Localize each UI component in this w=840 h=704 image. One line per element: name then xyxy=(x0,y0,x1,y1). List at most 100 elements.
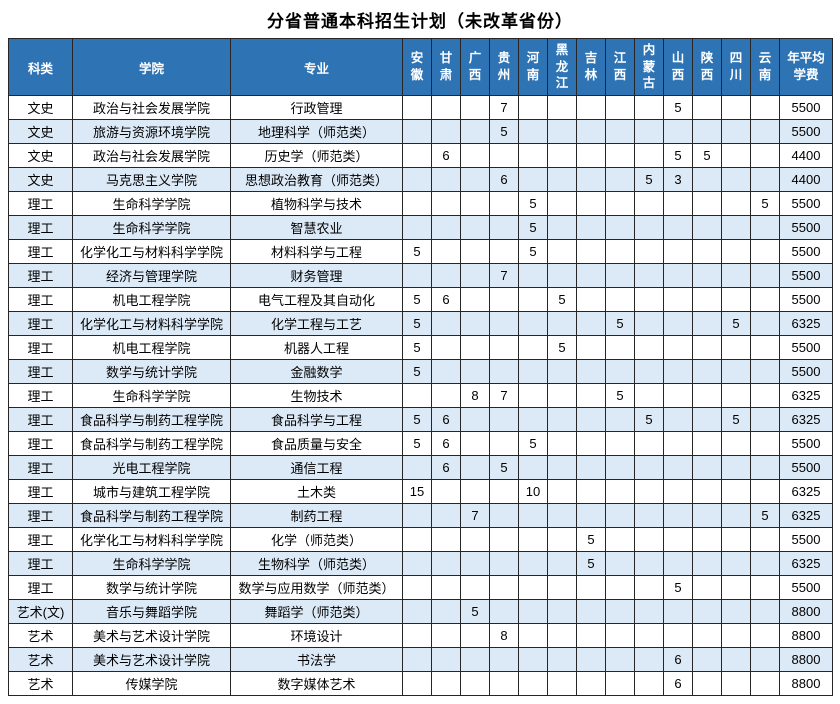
table-row: 艺术 美术与艺术设计学院 书法学 6 8800 xyxy=(8,647,833,672)
cell-college: 马克思主义学院 xyxy=(72,167,231,192)
cell-plan-count-广西 xyxy=(460,95,490,120)
cell-category: 理工 xyxy=(8,407,73,432)
cell-plan-count-甘肃 xyxy=(431,119,461,144)
cell-plan-count-黑龙江 xyxy=(547,479,577,504)
cell-plan-count-内蒙古 xyxy=(634,503,664,528)
cell-plan-count-江西 xyxy=(605,335,635,360)
cell-plan-count-黑龙江 xyxy=(547,599,577,624)
cell-plan-count-广西 xyxy=(460,551,490,576)
province-label: 黑龙江 xyxy=(555,42,569,91)
cell-plan-count-贵州 xyxy=(489,575,519,600)
cell-major: 食品质量与安全 xyxy=(230,431,403,456)
cell-plan-count-陕西 xyxy=(692,119,722,144)
cell-plan-count-安徽 xyxy=(402,215,432,240)
cell-plan-count-贵州 xyxy=(489,551,519,576)
cell-category: 理工 xyxy=(8,383,73,408)
cell-plan-count-吉林 xyxy=(576,215,606,240)
cell-plan-count-江西 xyxy=(605,623,635,648)
cell-plan-count-山西 xyxy=(663,431,693,456)
cell-plan-count-广西 xyxy=(460,239,490,264)
cell-college: 经济与管理学院 xyxy=(72,263,231,288)
cell-major: 数字媒体艺术 xyxy=(230,671,403,696)
cell-plan-count-山西: 3 xyxy=(663,167,693,192)
table-row: 理工 生命科学学院 植物科学与技术 5 5 5500 xyxy=(8,191,833,216)
cell-plan-count-内蒙古 xyxy=(634,263,664,288)
cell-plan-count-广西: 5 xyxy=(460,599,490,624)
cell-plan-count-黑龙江 xyxy=(547,119,577,144)
table-row: 文史 马克思主义学院 思想政治教育（师范类） 6 5 3 4400 xyxy=(8,167,833,192)
cell-plan-count-甘肃 xyxy=(431,263,461,288)
cell-plan-count-甘肃 xyxy=(431,647,461,672)
cell-plan-count-陕西 xyxy=(692,407,722,432)
cell-plan-count-河南 xyxy=(518,647,548,672)
column-header-province-13: 云南 xyxy=(750,38,780,96)
province-label: 贵州 xyxy=(497,51,511,82)
table-row: 理工 食品科学与制药工程学院 制药工程 7 5 6325 xyxy=(8,503,833,528)
cell-plan-count-山西 xyxy=(663,551,693,576)
table-row: 理工 机电工程学院 机器人工程 5 5 5500 xyxy=(8,335,833,360)
cell-plan-count-江西 xyxy=(605,167,635,192)
cell-plan-count-云南 xyxy=(750,407,780,432)
cell-fee: 5500 xyxy=(779,431,833,456)
cell-category: 艺术(文) xyxy=(8,599,73,624)
cell-plan-count-内蒙古 xyxy=(634,575,664,600)
table-row: 理工 食品科学与制药工程学院 食品科学与工程 5 6 5 5 6325 xyxy=(8,407,833,432)
cell-plan-count-云南 xyxy=(750,311,780,336)
cell-plan-count-吉林 xyxy=(576,239,606,264)
table-row: 艺术(文) 音乐与舞蹈学院 舞蹈学（师范类） 5 8800 xyxy=(8,599,833,624)
column-header-province-7: 吉林 xyxy=(576,38,606,96)
cell-plan-count-河南: 5 xyxy=(518,191,548,216)
cell-college: 化学化工与材料科学学院 xyxy=(72,311,231,336)
cell-plan-count-甘肃: 6 xyxy=(431,431,461,456)
table-row: 理工 城市与建筑工程学院 土木类 15 10 6325 xyxy=(8,479,833,504)
cell-plan-count-吉林 xyxy=(576,335,606,360)
cell-plan-count-内蒙古: 5 xyxy=(634,407,664,432)
cell-plan-count-内蒙古: 5 xyxy=(634,167,664,192)
cell-fee: 4400 xyxy=(779,143,833,168)
cell-plan-count-黑龙江 xyxy=(547,575,577,600)
cell-plan-count-云南 xyxy=(750,263,780,288)
cell-plan-count-甘肃 xyxy=(431,359,461,384)
column-header-province-12: 四川 xyxy=(721,38,751,96)
cell-plan-count-河南 xyxy=(518,287,548,312)
table-row: 理工 机电工程学院 电气工程及其自动化 5 6 5 5500 xyxy=(8,287,833,312)
cell-plan-count-吉林 xyxy=(576,287,606,312)
column-header-province-10: 山西 xyxy=(663,38,693,96)
cell-major: 思想政治教育（师范类） xyxy=(230,167,403,192)
cell-college: 数学与统计学院 xyxy=(72,359,231,384)
cell-plan-count-贵州 xyxy=(489,287,519,312)
cell-plan-count-贵州 xyxy=(489,215,519,240)
cell-plan-count-四川 xyxy=(721,599,751,624)
cell-plan-count-四川 xyxy=(721,263,751,288)
cell-plan-count-山西: 5 xyxy=(663,95,693,120)
cell-plan-count-安徽 xyxy=(402,383,432,408)
cell-plan-count-黑龙江 xyxy=(547,143,577,168)
cell-plan-count-河南 xyxy=(518,407,548,432)
cell-plan-count-安徽 xyxy=(402,599,432,624)
cell-plan-count-吉林 xyxy=(576,407,606,432)
cell-plan-count-云南 xyxy=(750,527,780,552)
cell-plan-count-云南 xyxy=(750,119,780,144)
cell-plan-count-贵州 xyxy=(489,647,519,672)
cell-plan-count-贵州 xyxy=(489,479,519,504)
cell-plan-count-陕西: 5 xyxy=(692,143,722,168)
cell-college: 传媒学院 xyxy=(72,671,231,696)
cell-major: 书法学 xyxy=(230,647,403,672)
cell-plan-count-山西 xyxy=(663,527,693,552)
cell-plan-count-山西 xyxy=(663,383,693,408)
cell-plan-count-黑龙江 xyxy=(547,239,577,264)
cell-plan-count-甘肃 xyxy=(431,239,461,264)
cell-plan-count-黑龙江 xyxy=(547,431,577,456)
cell-plan-count-广西 xyxy=(460,671,490,696)
cell-plan-count-贵州 xyxy=(489,599,519,624)
cell-plan-count-甘肃: 6 xyxy=(431,455,461,480)
cell-fee: 6325 xyxy=(779,503,833,528)
cell-college: 生命科学学院 xyxy=(72,383,231,408)
cell-plan-count-云南 xyxy=(750,671,780,696)
cell-fee: 6325 xyxy=(779,383,833,408)
cell-plan-count-陕西 xyxy=(692,215,722,240)
cell-plan-count-内蒙古 xyxy=(634,119,664,144)
table-row: 理工 数学与统计学院 数学与应用数学（师范类） 5 5500 xyxy=(8,575,833,600)
cell-college: 美术与艺术设计学院 xyxy=(72,623,231,648)
cell-plan-count-安徽 xyxy=(402,455,432,480)
